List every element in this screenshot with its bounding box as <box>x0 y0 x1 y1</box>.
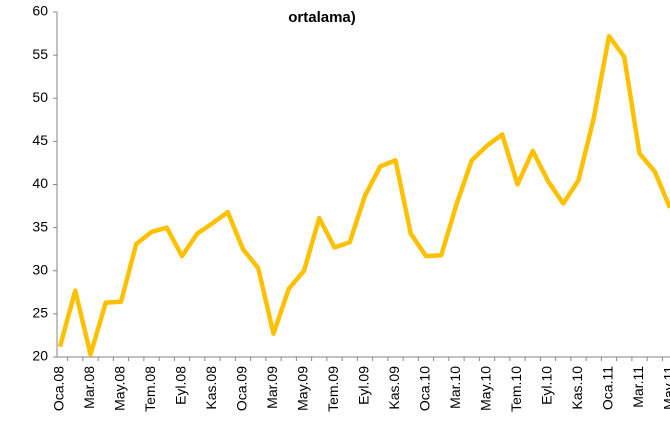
x-tick-label: Kas.08 <box>203 366 219 410</box>
x-tick-label: Tem.10 <box>508 366 524 412</box>
y-tick-label: 60 <box>32 3 48 19</box>
x-tick-label: Mar.10 <box>447 366 463 409</box>
x-tick-label: Eyl.10 <box>539 366 555 405</box>
x-tick-label: Eyl.09 <box>356 366 372 405</box>
x-tick-label: Kas.09 <box>386 366 402 410</box>
x-tick-label: Tem.09 <box>325 366 341 412</box>
x-tick-label: May.11 <box>661 366 670 410</box>
x-tick-label: Oca.10 <box>417 366 433 411</box>
y-tick-label: 40 <box>32 175 48 191</box>
x-tick-label: May.09 <box>295 366 311 411</box>
x-tick-label: Oca.08 <box>51 366 67 411</box>
x-tick-label: Mar.11 <box>630 366 646 408</box>
x-tick-label: Tem.08 <box>142 366 158 412</box>
x-tick-label: Mar.08 <box>81 366 97 409</box>
x-tick-label: Oca.09 <box>234 366 250 411</box>
data-line <box>57 33 670 357</box>
x-tick-label: Kas.10 <box>569 366 585 410</box>
x-tick-label: May.08 <box>112 366 128 411</box>
y-tick-label: 50 <box>32 89 48 105</box>
x-tick-label: Mar.09 <box>264 366 280 409</box>
x-tick-label: Eyl.08 <box>173 366 189 405</box>
y-tick-label: 20 <box>32 348 48 364</box>
y-tick-label: 55 <box>32 46 48 62</box>
x-tick-label: Oca.11 <box>600 366 616 410</box>
y-tick-label: 35 <box>32 218 48 234</box>
y-tick-label: 25 <box>32 305 48 321</box>
x-tick-label: May.10 <box>478 366 494 411</box>
y-tick-label: 45 <box>32 132 48 148</box>
y-tick-label: 30 <box>32 261 48 277</box>
chart-title: ortalama) <box>288 9 356 26</box>
